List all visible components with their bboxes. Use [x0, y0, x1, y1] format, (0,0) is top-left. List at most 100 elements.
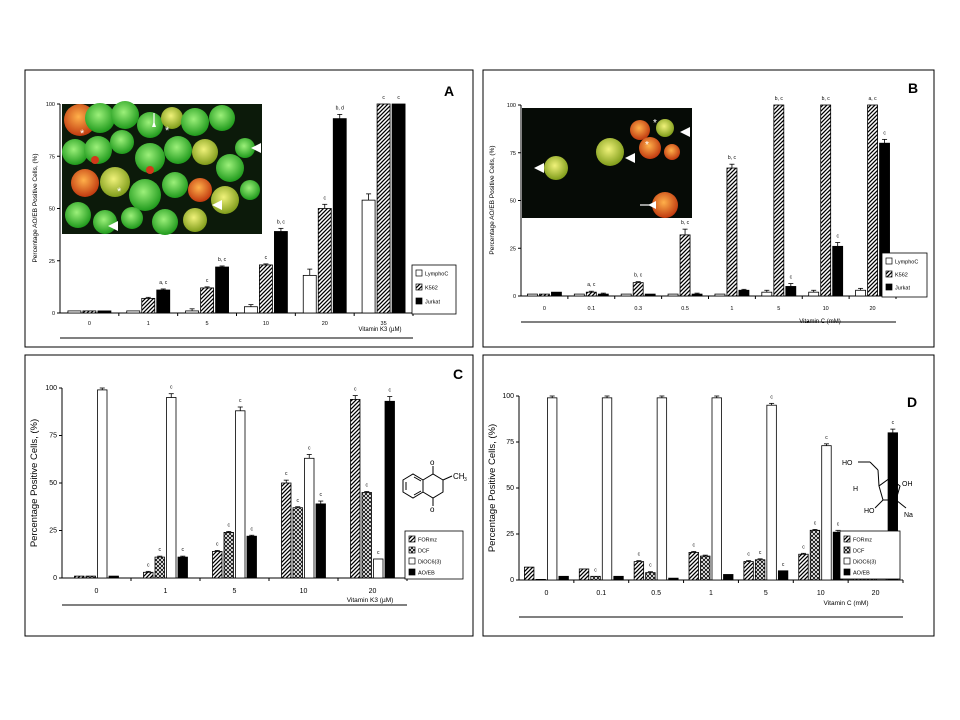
- micrograph-b-marker: *: [645, 140, 649, 151]
- legend-label: Jurkat: [895, 286, 910, 292]
- micrograph-a-marker: *: [117, 186, 122, 198]
- legend-swatch: [408, 535, 416, 543]
- x-tick-label: 0: [543, 306, 546, 312]
- bar: [558, 575, 569, 581]
- ascorbate-label: H: [853, 486, 858, 493]
- y-tick-label: 75: [49, 433, 57, 440]
- bar: [821, 445, 832, 581]
- legend-label: DiOC6(3): [853, 560, 876, 566]
- bar: [777, 570, 789, 581]
- panel-a-frame: [24, 69, 474, 348]
- bar: [350, 398, 361, 579]
- bar: [67, 310, 82, 314]
- y-axis-label: Percentage Positive Cells, (%): [29, 419, 40, 547]
- bar: [384, 400, 395, 579]
- legend-swatch: [843, 535, 851, 543]
- significance-label: b, c: [277, 219, 286, 225]
- significance-label: b, c: [728, 155, 737, 161]
- y-tick-label: 25: [506, 531, 514, 538]
- y-tick-label: 75: [506, 439, 514, 446]
- y-tick-label: 50: [49, 480, 57, 487]
- bar: [143, 571, 154, 579]
- legend-swatch: [885, 270, 893, 278]
- y-tick-label: 75: [510, 151, 516, 157]
- bar: [644, 293, 656, 297]
- significance-label: a, c: [587, 282, 596, 288]
- significance-label: c: [389, 388, 392, 394]
- bar: [235, 410, 246, 579]
- bar: [601, 397, 613, 581]
- bar: [317, 208, 332, 314]
- significance-label: b, d: [336, 105, 345, 111]
- bar: [761, 291, 773, 297]
- significance-label: c: [297, 498, 300, 504]
- y-tick-label: 0: [52, 311, 55, 317]
- significance-label: c: [790, 275, 793, 281]
- x-tick-label: 10: [300, 588, 308, 595]
- y-tick-label: 0: [53, 575, 57, 582]
- bar: [97, 389, 108, 579]
- bar: [691, 293, 703, 297]
- bar: [633, 561, 645, 581]
- bar: [332, 118, 347, 314]
- x-tick-label: 1: [709, 590, 713, 597]
- legend-swatch: [843, 557, 851, 565]
- y-tick-label: 25: [49, 259, 55, 265]
- significance-label: c: [837, 521, 840, 527]
- menadione-o-label: o: [430, 505, 435, 514]
- x-tick-label: 1: [730, 306, 733, 312]
- legend-swatch: [885, 257, 893, 265]
- legend-label: FORmz: [418, 538, 437, 544]
- ascorbate-structure: [858, 461, 907, 509]
- x-tick-label: 1: [164, 588, 168, 595]
- arrowhead-icon: [625, 153, 635, 163]
- significance-label: a, c: [869, 96, 878, 102]
- bar: [141, 297, 156, 314]
- bar: [645, 572, 656, 581]
- bar: [785, 286, 797, 297]
- legend-label: DCF: [418, 549, 430, 555]
- significance-label: b, c: [681, 220, 690, 226]
- x-tick-label: 35: [381, 321, 387, 327]
- x-tick-label: 10: [817, 590, 825, 597]
- menadione-subscript: 3: [464, 477, 467, 483]
- bar: [808, 291, 820, 297]
- x-tick-label: 20: [369, 588, 377, 595]
- significance-label: c: [770, 394, 773, 400]
- bar: [551, 291, 562, 297]
- bar: [809, 529, 821, 581]
- bar: [185, 310, 199, 314]
- x-tick-label: 0: [95, 588, 99, 595]
- bar: [259, 264, 273, 314]
- panel-d-frame: [482, 354, 935, 637]
- x-tick-label: 5: [764, 590, 768, 597]
- y-axis-label: Percentage AO/EB Positive Cells, (%): [32, 153, 39, 262]
- bar: [361, 492, 372, 579]
- significance-label: c: [147, 562, 150, 568]
- bar: [578, 568, 590, 581]
- legend-label: Jurkat: [425, 300, 440, 306]
- y-tick-label: 100: [507, 103, 516, 109]
- bar: [667, 293, 679, 297]
- legend-label: DCF: [853, 549, 865, 555]
- legend-swatch: [408, 546, 416, 554]
- bar: [244, 306, 258, 314]
- y-tick-label: 50: [510, 199, 516, 205]
- bar: [867, 104, 878, 297]
- arrowhead-icon: [251, 143, 261, 153]
- y-tick-label: 25: [49, 528, 57, 535]
- bar: [361, 199, 376, 314]
- arrowhead-icon: [108, 221, 118, 231]
- significance-label: c: [382, 95, 385, 101]
- bar: [200, 287, 214, 314]
- y-tick-label: 75: [49, 154, 55, 160]
- panel-letter-d: D: [907, 394, 917, 410]
- bar: [524, 566, 535, 581]
- bar: [714, 293, 726, 297]
- panel-letter-c: C: [453, 366, 463, 382]
- bar: [302, 274, 317, 314]
- panel-c-frame: [24, 354, 474, 637]
- bar: [391, 103, 406, 314]
- x-tick-label: 1: [147, 321, 150, 327]
